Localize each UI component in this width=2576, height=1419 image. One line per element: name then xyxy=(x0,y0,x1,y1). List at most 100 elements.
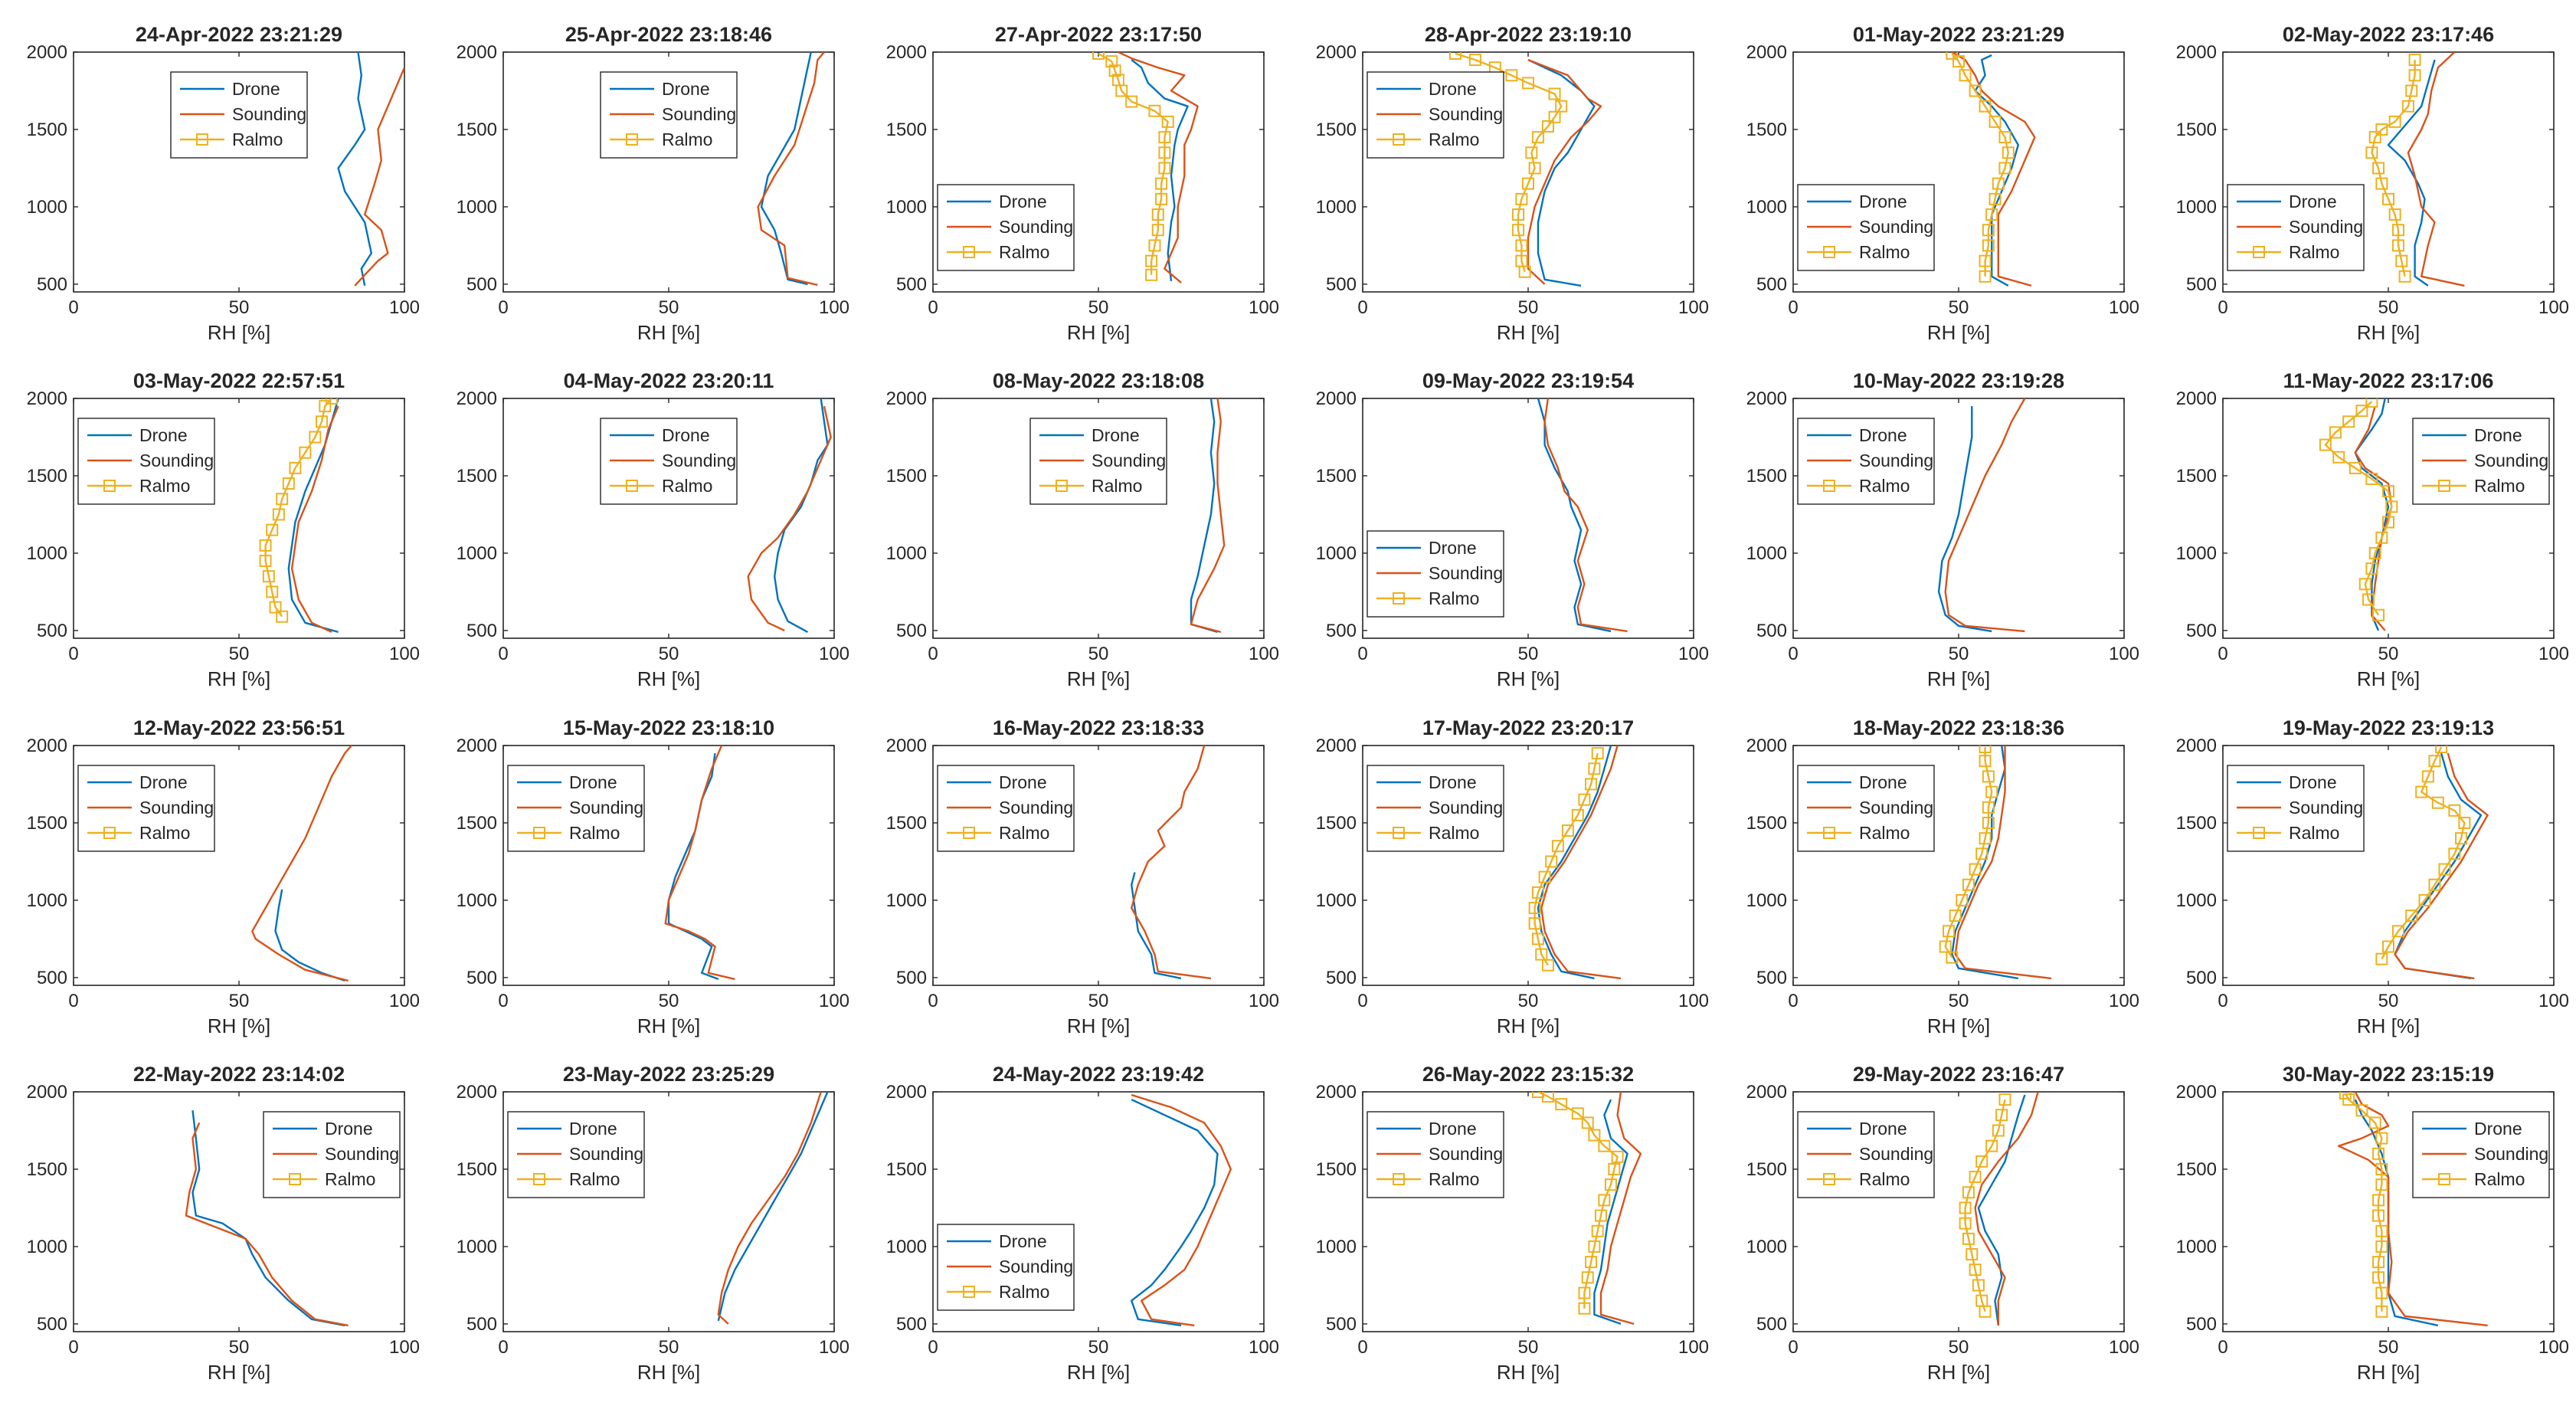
legend-marker xyxy=(1823,1173,1835,1185)
ralmo-marker xyxy=(2362,593,2375,606)
ralmo-marker xyxy=(2368,546,2381,559)
subplot-title: 29-May-2022 23:16:47 xyxy=(1853,1063,2064,1086)
legend-marker xyxy=(533,1173,545,1185)
legend-label: Drone xyxy=(2289,192,2337,211)
legend-marker xyxy=(2253,246,2265,258)
ralmo-marker xyxy=(2382,485,2394,498)
legend-label: Drone xyxy=(1429,79,1477,99)
x-tick-label: 0 xyxy=(928,297,938,318)
ralmo-marker xyxy=(1946,951,1959,964)
subplot-title: 24-May-2022 23:19:42 xyxy=(993,1063,1204,1086)
x-tick-label: 100 xyxy=(819,1337,849,1358)
legend-label: Drone xyxy=(1429,538,1477,558)
ralmo-marker xyxy=(1145,254,1158,267)
ralmo-marker xyxy=(1995,1109,2008,1122)
y-tick-label: 1500 xyxy=(1746,1159,1787,1180)
y-tick-label: 500 xyxy=(896,274,927,295)
y-tick-label: 1000 xyxy=(1746,197,1787,218)
x-axis-label: RH [%] xyxy=(637,1014,700,1037)
legend-label: Drone xyxy=(1859,192,1907,211)
subplot: 23-May-2022 23:25:29 0 50 100 500 1000 1500 200… xyxy=(457,1063,849,1384)
y-tick-label: 2000 xyxy=(2176,1082,2217,1103)
ralmo-marker xyxy=(2349,461,2362,474)
ralmo-marker xyxy=(1595,1209,1608,1222)
series-line-sounding xyxy=(2407,52,2465,287)
y-tick-label: 2000 xyxy=(2176,388,2217,409)
series-group xyxy=(757,52,825,287)
legend-marker xyxy=(1393,133,1405,146)
x-tick-label: 0 xyxy=(928,1337,938,1358)
x-tick-label: 50 xyxy=(1949,991,1969,1011)
x-tick-label: 100 xyxy=(389,991,420,1011)
x-tick-label: 0 xyxy=(1788,1337,1798,1358)
ralmo-marker xyxy=(1982,224,1995,237)
y-tick-label: 500 xyxy=(466,1314,497,1335)
ralmo-marker xyxy=(1561,824,1574,837)
legend-label: Ralmo xyxy=(1429,129,1479,149)
ralmo-marker xyxy=(2358,578,2371,591)
ralmo-marker xyxy=(1985,785,1998,798)
subplot-title: 28-Apr-2022 23:19:10 xyxy=(1425,23,1632,46)
y-tick-label: 1000 xyxy=(2176,197,2217,218)
ralmo-marker xyxy=(1105,55,1118,68)
ralmo-marker xyxy=(1512,208,1525,221)
subplot-title: 12-May-2022 23:56:51 xyxy=(133,716,345,739)
series-line-sounding xyxy=(354,67,404,287)
legend-label: Sounding xyxy=(1429,1144,1503,1164)
ralmo-marker xyxy=(2375,1224,2388,1237)
y-tick-label: 1500 xyxy=(1316,466,1357,487)
ralmo-marker xyxy=(299,446,312,459)
legend-marker xyxy=(626,133,638,146)
ralmo-marker xyxy=(2372,608,2385,621)
y-tick-label: 1000 xyxy=(27,890,67,911)
x-axis-label: RH [%] xyxy=(637,321,700,344)
legend: Drone Sounding Ralmo xyxy=(170,71,308,159)
ralmo-marker xyxy=(1998,162,2011,175)
x-axis-label: RH [%] xyxy=(1067,321,1130,344)
ralmo-marker xyxy=(1468,54,1481,67)
series-line-sounding xyxy=(1944,398,2026,633)
legend: Drone Sounding Ralmo xyxy=(77,418,215,505)
subplot: 01-May-2022 23:21:29 0 50 100 500 1000 1500 200… xyxy=(1746,23,2139,344)
ralmo-marker xyxy=(276,493,289,506)
x-tick-label: 100 xyxy=(819,991,849,1011)
subplot: 17-May-2022 23:20:17 0 50 100 500 1000 1500 200… xyxy=(1316,716,1709,1037)
x-tick-label: 0 xyxy=(1357,1337,1367,1358)
ralmo-marker xyxy=(1151,224,1164,237)
legend-label: Sounding xyxy=(2474,1144,2548,1164)
x-tick-label: 100 xyxy=(2109,1337,2139,1358)
subplot: 09-May-2022 23:19:54 0 50 100 500 1000 1500 200… xyxy=(1316,369,1709,690)
subplot-title: 25-Apr-2022 23:18:46 xyxy=(565,23,772,46)
y-tick-label: 500 xyxy=(1756,621,1787,641)
subplot-title: 17-May-2022 23:20:17 xyxy=(1422,716,1634,739)
series-line-sounding xyxy=(1527,58,1602,285)
legend-marker xyxy=(2253,827,2265,839)
ralmo-marker xyxy=(2372,1256,2385,1269)
legend-label: Sounding xyxy=(325,1144,399,1164)
ralmo-marker xyxy=(272,508,285,521)
subplot: 19-May-2022 23:19:13 0 50 100 500 1000 1500 200… xyxy=(2176,716,2569,1037)
legend: Drone Sounding Ralmo xyxy=(1029,418,1167,505)
ralmo-marker xyxy=(2375,123,2388,136)
legend-marker xyxy=(533,827,545,839)
ralmo-marker xyxy=(2428,755,2441,768)
y-tick-label: 1000 xyxy=(1746,1237,1787,1257)
x-axis-label: RH [%] xyxy=(637,1361,700,1384)
x-tick-label: 100 xyxy=(1249,297,1279,318)
ralmo-marker xyxy=(1979,270,1992,283)
x-tick-label: 100 xyxy=(389,1337,420,1358)
ralmo-marker xyxy=(1992,177,2005,190)
x-tick-label: 50 xyxy=(1088,644,1109,664)
legend-label: Sounding xyxy=(1859,217,1933,237)
x-tick-label: 50 xyxy=(1088,297,1109,318)
subplot-title: 27-Apr-2022 23:17:50 xyxy=(995,23,1202,46)
ralmo-marker xyxy=(2418,893,2431,906)
y-tick-label: 500 xyxy=(1326,1314,1357,1335)
ralmo-marker xyxy=(2405,84,2418,97)
series-line-ralmo xyxy=(1537,1092,1619,1309)
x-axis-label: RH [%] xyxy=(1497,1361,1560,1384)
ralmo-marker xyxy=(1158,131,1171,144)
series-group xyxy=(2375,746,2489,980)
ralmo-marker xyxy=(1962,1232,1975,1245)
subplot: 30-May-2022 23:15:19 0 50 100 500 1000 1500 200… xyxy=(2176,1063,2569,1384)
